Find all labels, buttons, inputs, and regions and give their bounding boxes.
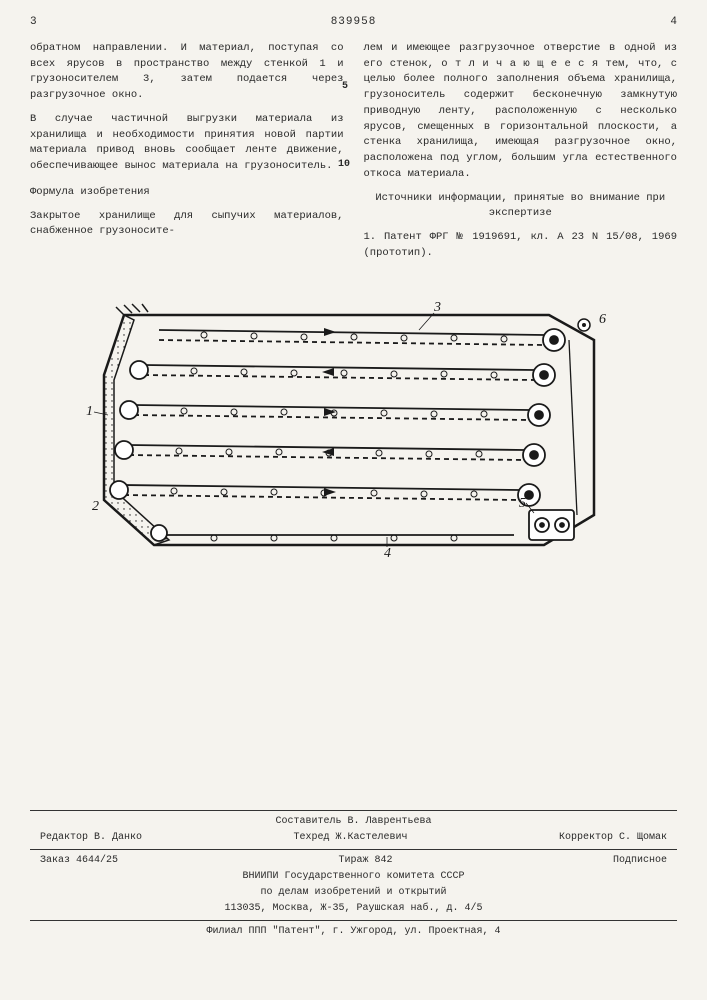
right-p1: лем и имеющее разгрузочное отверстие в о… xyxy=(364,41,678,183)
footer-org2: по делам изобретений и открытий xyxy=(30,885,677,901)
diagram-label-6: 6 xyxy=(599,312,606,327)
diagram-svg: 1 2 3 4 5 6 xyxy=(74,285,634,565)
page-num-right: 4 xyxy=(670,15,677,31)
footer-org3: 113035, Москва, Ж-35, Раушская наб., д. … xyxy=(30,901,677,917)
patent-number: 839958 xyxy=(331,15,377,31)
right-column: лем и имеющее разгрузочное отверстие в о… xyxy=(364,41,678,270)
page-num-left: 3 xyxy=(30,15,37,31)
diagram-label-2: 2 xyxy=(92,499,99,514)
footer-order: Заказ 4644/25 xyxy=(40,853,118,869)
right-p2: 1. Патент ФРГ № 1919691, кл. A 23 N 15/0… xyxy=(364,230,678,262)
footer-corrector: Корректор С. Щомак xyxy=(559,830,667,846)
text-columns: обратном направлении. И материал, поступ… xyxy=(30,41,677,270)
formula-title: Формула изобретения xyxy=(30,185,344,201)
left-p1: обратном направлении. И материал, поступ… xyxy=(30,41,344,104)
footer-editor: Редактор В. Данко xyxy=(40,830,142,846)
line-marker-5: 5 xyxy=(342,80,348,95)
diagram-label-5: 5 xyxy=(519,496,526,511)
diagram-label-3: 3 xyxy=(433,300,441,315)
left-p3: Закрытое хранилище для сыпучих материало… xyxy=(30,209,344,241)
sources-title: Источники информации, принятые во вниман… xyxy=(364,191,678,223)
footer-org1: ВНИИПИ Государственного комитета СССР xyxy=(30,869,677,885)
footer-composer: Составитель В. Лаврентьева xyxy=(30,814,677,830)
footer-branch: Филиал ППП "Патент", г. Ужгород, ул. Про… xyxy=(30,924,677,940)
diagram-label-1: 1 xyxy=(86,404,93,419)
footer-tech: Техред Ж.Кастелевич xyxy=(293,830,407,846)
diagram-label-4: 4 xyxy=(384,546,391,561)
footer-row-2: Заказ 4644/25 Тираж 842 Подписное xyxy=(30,853,677,869)
footer-sub: Подписное xyxy=(613,853,667,869)
left-column: обратном направлении. И материал, поступ… xyxy=(30,41,344,270)
footer-row-1: Редактор В. Данко Техред Ж.Кастелевич Ко… xyxy=(30,830,677,846)
left-p2: В случае частичной выгрузки материала из… xyxy=(30,112,344,175)
footer-tirage: Тираж 842 xyxy=(338,853,392,869)
footer-block: Составитель В. Лаврентьева Редактор В. Д… xyxy=(30,807,677,940)
page-header: 3 839958 4 xyxy=(30,15,677,31)
line-marker-10: 10 xyxy=(338,158,350,173)
technical-diagram: 1 2 3 4 5 6 xyxy=(74,285,634,565)
